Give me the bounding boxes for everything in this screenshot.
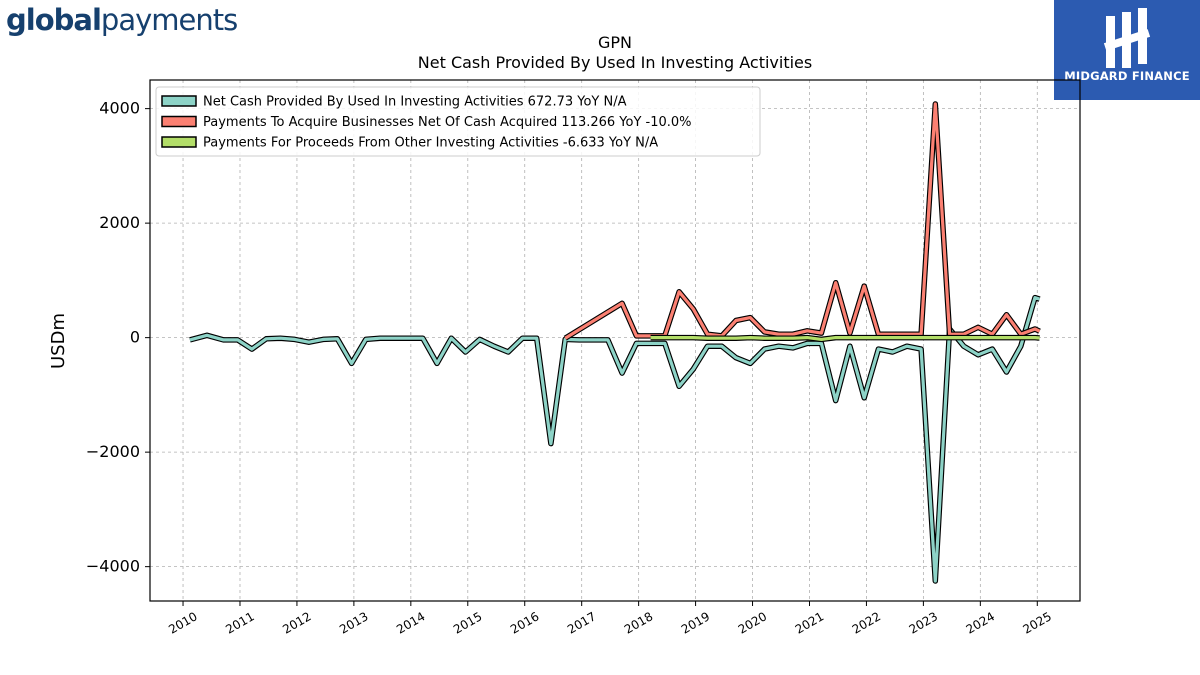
x-tick-label: 2016 (508, 609, 541, 636)
logo-text-global: global (6, 3, 102, 37)
y-tick-label: 2000 (99, 213, 140, 232)
chart-subtitle: Net Cash Provided By Used In Investing A… (418, 53, 812, 72)
x-tick-label: 2023 (907, 609, 940, 636)
x-tick-label: 2019 (679, 609, 712, 636)
legend: Net Cash Provided By Used In Investing A… (155, 86, 761, 157)
legend-box (155, 86, 761, 157)
x-tick-label: 2020 (736, 609, 769, 636)
x-tick-label: 2017 (565, 609, 598, 636)
midgard-finance-logo-icon (1103, 8, 1151, 68)
x-tick-label: 2012 (280, 609, 313, 636)
x-tick-label: 2025 (1021, 609, 1054, 636)
legend-label-3: Payments For Proceeds From Other Investi… (203, 136, 658, 151)
midgard-finance-logo: MIDGARD FINANCE (1054, 0, 1200, 100)
legend-swatch-2 (161, 115, 197, 128)
legend-label-2: Payments To Acquire Businesses Net Of Ca… (203, 115, 692, 130)
legend-label-1: Net Cash Provided By Used In Investing A… (203, 95, 627, 110)
global-payments-logo: globalpayments (6, 2, 238, 38)
plot-frame (149, 79, 1081, 602)
series-3-line (650, 336, 1040, 341)
legend-swatch-1 (161, 95, 197, 107)
logo-text-payments: payments (100, 3, 238, 37)
series-1-line (189, 296, 1041, 583)
series-lines (189, 101, 1041, 584)
x-axis-ticks: 2010 2011 2012 2013 2014 2015 2016 2017 2018 2019… (166, 601, 1054, 637)
x-tick-label: 2022 (850, 609, 883, 636)
midgard-finance-logo-text: MIDGARD FINANCE (1064, 69, 1190, 83)
y-axis-label: USDm (48, 313, 69, 369)
y-axis-ticks: −4000 −2000 0 2000 4000 (86, 99, 150, 576)
x-tick-label: 2021 (793, 609, 826, 636)
x-tick-label: 2015 (451, 609, 484, 636)
x-tick-label: 2013 (337, 609, 370, 636)
x-tick-label: 2010 (166, 609, 199, 636)
series-2 (563, 101, 1041, 341)
y-tick-label: 4000 (99, 99, 140, 118)
series-3 (650, 334, 1040, 343)
x-tick-label: 2024 (964, 609, 997, 636)
series-1 (189, 294, 1041, 584)
x-tick-label: 2011 (223, 609, 256, 636)
chart-title: GPN (598, 33, 632, 52)
y-tick-label: 0 (130, 328, 140, 347)
series-2-line (564, 102, 1041, 340)
x-tick-label: 2014 (394, 609, 427, 636)
y-tick-label: −2000 (86, 442, 140, 461)
x-tick-label: 2018 (622, 609, 655, 636)
y-tick-label: −4000 (86, 557, 140, 576)
legend-swatch-3 (161, 136, 197, 148)
